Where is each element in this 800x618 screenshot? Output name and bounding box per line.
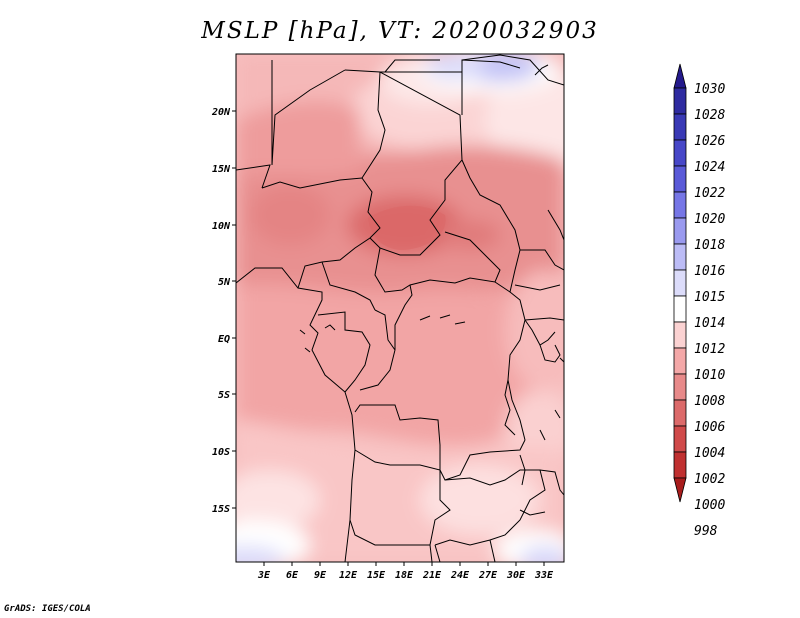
lat-label: 10N [212, 221, 231, 232]
lon-label: 9E [314, 570, 327, 581]
colorbar-swatch [673, 217, 687, 245]
colorbar-label: 1014 [694, 316, 725, 331]
lat-label: 15S [212, 504, 230, 515]
colorbar-swatch [673, 451, 687, 479]
colorbar-label: 1008 [694, 394, 725, 409]
colorbar-label: 1020 [694, 212, 725, 227]
colorbar-label: 1022 [694, 186, 725, 201]
lat-label: 5N [218, 277, 231, 288]
colorbar-swatch [673, 347, 687, 375]
lon-label: 15E [367, 570, 386, 581]
map-frame [235, 53, 565, 563]
lat-label: 10S [212, 447, 230, 458]
lat-label: 20N [211, 107, 231, 118]
lon-label: 18E [395, 570, 414, 581]
colorbar-swatch [673, 139, 687, 167]
lon-label: 30E [506, 570, 526, 581]
colorbar-label: 1030 [694, 82, 725, 97]
lon-label: 6E [286, 570, 299, 581]
colorbar-label: 1026 [694, 134, 725, 149]
colorbar-label: 1002 [694, 472, 725, 487]
colorbar-label: 1024 [694, 160, 725, 175]
footer-credit: GrADS: IGES/COLA [4, 604, 91, 614]
map-title: MSLP [hPa], VT: 2020032903 [201, 18, 599, 44]
colorbar-label: 1016 [694, 264, 725, 279]
lon-label: 33E [534, 570, 554, 581]
colorbar-swatch [673, 269, 687, 297]
lon-label: 27E [478, 570, 498, 581]
colorbar-label: 998 [694, 524, 718, 539]
colorbar-swatch [673, 165, 687, 193]
colorbar-label: 1004 [694, 446, 725, 461]
colorbar-swatch [673, 399, 687, 427]
colorbar-label: 1012 [694, 342, 725, 357]
country-borders [236, 54, 564, 562]
colorbar-swatch [673, 191, 687, 219]
colorbar-swatch [673, 425, 687, 453]
colorbar-bottom-arrow [673, 477, 687, 503]
colorbar-swatch [673, 321, 687, 349]
colorbar: 1030 1028 1026 1024 1022 1020 1018 1016 1015 1014… [673, 63, 725, 539]
lon-label: 12E [339, 570, 358, 581]
colorbar-swatch [673, 373, 687, 401]
colorbar-label: 1000 [694, 498, 725, 513]
colorbar-swatch [673, 113, 687, 141]
colorbar-label: 1015 [694, 290, 725, 305]
colorbar-label: 1010 [694, 368, 725, 383]
lat-label: 15N [212, 164, 231, 175]
colorbar-swatch [673, 243, 687, 271]
colorbar-label: 1006 [694, 420, 725, 435]
pressure-field [236, 54, 564, 562]
lon-label: 21E [422, 570, 442, 581]
lat-label: 5S [218, 390, 230, 401]
colorbar-swatch [673, 295, 687, 323]
longitude-labels: 3E 6E 9E 12E 15E 18E 21E 24E 27E 30E 33E [257, 570, 554, 581]
lon-label: 24E [450, 570, 470, 581]
colorbar-label: 1018 [694, 238, 725, 253]
lat-label: EQ [218, 334, 230, 345]
colorbar-label: 1028 [694, 108, 725, 123]
axis-ticks [232, 110, 545, 566]
colorbar-top-arrow [673, 63, 687, 89]
latitude-labels: 20N 15N 10N 5N EQ 5S 10S 15S [211, 107, 231, 515]
lon-label: 3E [257, 570, 271, 581]
colorbar-swatch [673, 87, 687, 115]
